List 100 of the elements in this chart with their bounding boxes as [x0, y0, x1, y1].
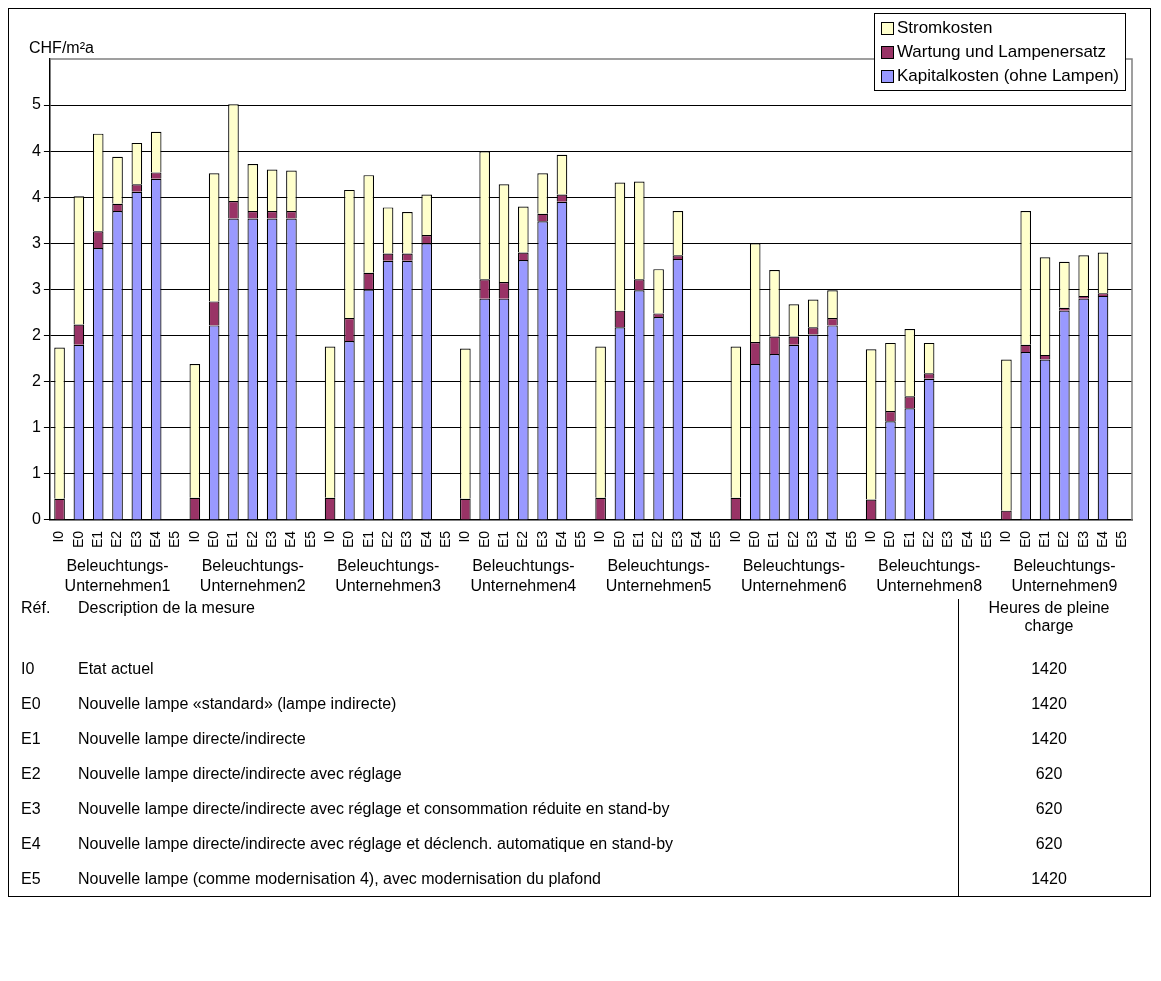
x-tick-label: E0 — [340, 530, 357, 548]
text: Nouvelle lampe directe/indirecte avec réglage — [78, 764, 403, 783]
y-tick-label: 1 — [31, 418, 41, 436]
x-tick-label: E0 — [475, 530, 492, 548]
x-tick-label: I0 — [50, 530, 67, 543]
x-tick-label: E3 — [398, 530, 415, 548]
x-tick-label: E4 — [282, 530, 299, 548]
text: Nouvelle lampe (comme modernisation 4), avec modernisation du plafond — [78, 869, 602, 888]
x-tick-label: E5 — [707, 530, 724, 548]
x-tick-label: E5 — [572, 530, 589, 548]
x-tick-label: E4 — [417, 530, 434, 548]
x-tick-label: E2 — [1055, 530, 1072, 548]
text: 620 — [1035, 799, 1063, 818]
x-tick-label: E0 — [610, 530, 627, 548]
x-tick-label: E2 — [784, 530, 801, 548]
text: Beleuchtungs-Unternehmen4 — [470, 557, 577, 595]
x-tick-label: E2 — [378, 530, 395, 548]
text: Beleuchtungs-Unternehmen1 — [64, 557, 171, 595]
x-tick-label: E3 — [668, 530, 685, 548]
text: Nouvelle lampe «standard» (lampe indirecte) — [78, 694, 398, 713]
x-tick-label: I0 — [862, 530, 878, 543]
legend-label: Stromkosten — [896, 18, 993, 38]
x-tick-label: E1 — [224, 530, 241, 548]
x-tick-label: E0 — [1016, 530, 1033, 548]
text: E2 — [21, 764, 42, 783]
x-tick-label: E4 — [1093, 530, 1110, 548]
x-tick-label: I0 — [320, 530, 337, 543]
x-tick-label: E1 — [765, 530, 782, 548]
text: Etat actuel — [78, 659, 155, 678]
text: Beleuchtungs-Unternehmen3 — [335, 557, 442, 595]
y-axis-title: CHF/m²a — [29, 39, 94, 56]
x-tick-label: E0 — [205, 530, 222, 548]
x-tick-label: E5 — [1113, 530, 1130, 548]
text: 1420 — [1031, 869, 1067, 888]
x-tick-label: E2 — [919, 530, 936, 548]
y-tick-label: 1 — [31, 464, 41, 482]
x-tick-label: E1 — [359, 530, 376, 548]
y-tick-label: 5 — [31, 95, 41, 113]
x-tick-label: E5 — [436, 530, 453, 548]
text: Description de la mesure — [78, 599, 256, 617]
text: Nouvelle lampe directe/indirecte — [78, 729, 307, 748]
x-tick-label: E1 — [89, 530, 106, 548]
text: E5 — [21, 869, 42, 888]
x-tick-label: E5 — [977, 530, 994, 548]
x-tick-label: I0 — [185, 530, 202, 543]
x-tick-label: E1 — [494, 530, 511, 548]
x-tick-label: E5 — [166, 530, 183, 548]
text: 620 — [1035, 764, 1063, 783]
x-tick-label: E3 — [533, 530, 550, 548]
y-tick-label: 4 — [31, 187, 41, 205]
x-tick-label: E1 — [900, 530, 917, 548]
text: 1420 — [1031, 659, 1067, 678]
x-tick-label: E5 — [301, 530, 318, 548]
text: Réf. — [21, 599, 52, 617]
text: Beleuchtungs-Unternehmen5 — [605, 557, 712, 595]
text: I0 — [21, 659, 36, 678]
x-tick-label: E0 — [69, 530, 86, 548]
x-tick-label: E4 — [688, 530, 705, 548]
x-tick-label: E2 — [108, 530, 125, 548]
x-tick-label: E0 — [881, 530, 898, 548]
x-tick-label: E2 — [243, 530, 260, 548]
x-tick-label: E2 — [649, 530, 666, 548]
x-tick-label: E4 — [823, 530, 840, 548]
text: E4 — [21, 834, 42, 853]
legend-label: Wartung und Lampenersatz — [896, 42, 1107, 62]
y-tick-label: 0 — [31, 510, 41, 528]
x-tick-label: E3 — [1074, 530, 1091, 548]
x-tick-label: I0 — [456, 530, 473, 543]
text: Heures de pleine charge — [987, 599, 1111, 635]
y-tick-label: 2 — [31, 372, 41, 390]
text: E3 — [21, 799, 42, 818]
text: 1420 — [1031, 694, 1067, 713]
y-tick-label: 3 — [31, 233, 41, 251]
x-tick-label: E4 — [552, 530, 569, 548]
text: Nouvelle lampe directe/indirecte avec réglage et déclench. automatique en stand-by — [78, 834, 675, 853]
x-tick-label: I0 — [591, 530, 608, 543]
text: E1 — [21, 729, 42, 748]
x-tick-label: E2 — [514, 530, 531, 548]
x-tick-label: E3 — [804, 530, 821, 548]
text: E0 — [21, 694, 42, 713]
y-tick-label: 4 — [31, 141, 41, 159]
x-tick-label: E5 — [842, 530, 859, 548]
x-tick-label: E4 — [958, 530, 975, 548]
text: 1420 — [1031, 729, 1067, 748]
x-tick-label: I0 — [726, 530, 743, 543]
x-tick-label: E3 — [262, 530, 279, 548]
x-tick-label: E4 — [147, 530, 164, 548]
text: Beleuchtungs-Unternehmen8 — [876, 557, 983, 595]
x-tick-label: E3 — [127, 530, 144, 548]
text: Beleuchtungs-Unternehmen2 — [199, 557, 306, 595]
x-tick-label: I0 — [997, 530, 1014, 543]
text: 620 — [1035, 834, 1063, 853]
x-tick-label: E1 — [630, 530, 647, 548]
x-tick-label: E0 — [746, 530, 763, 548]
x-tick-label: E3 — [939, 530, 956, 548]
text: Beleuchtungs-Unternehmen6 — [740, 557, 847, 595]
text: Nouvelle lampe directe/indirecte avec réglage et consommation réduite en stand-by — [78, 799, 671, 818]
text: Beleuchtungs-Unternehmen9 — [1011, 557, 1118, 595]
y-tick-label: 2 — [31, 325, 41, 343]
x-tick-label: E1 — [1035, 530, 1052, 548]
